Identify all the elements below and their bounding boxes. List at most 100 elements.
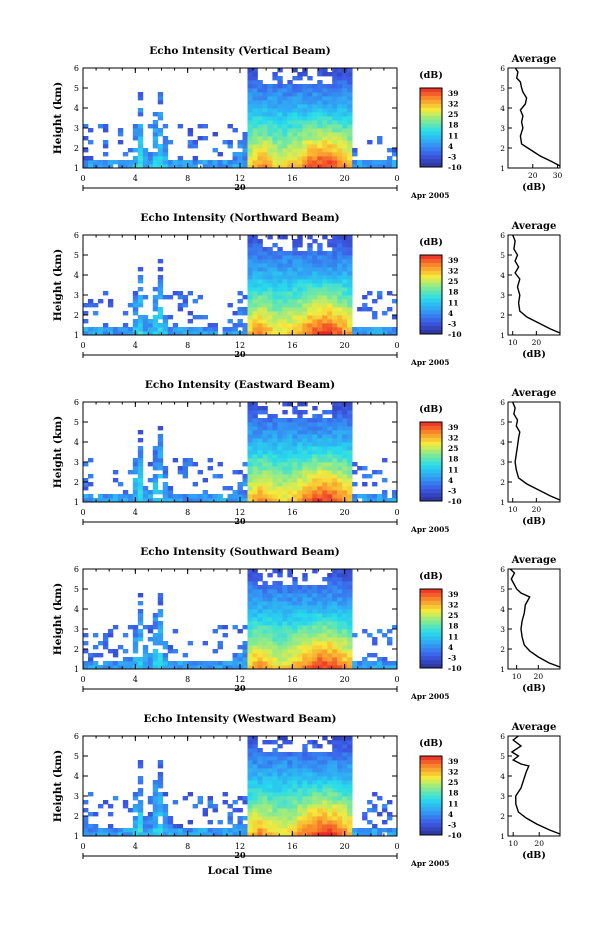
heatmap-cell [272,128,278,133]
heatmap-cell [282,808,288,813]
heatmap-cell [337,307,343,312]
heatmap-cell [277,462,283,467]
heatmap-cell [337,331,343,336]
heatmap-cell [87,828,94,833]
heatmap-cell [327,104,333,109]
heatmap-cell [372,498,378,503]
heatmap-cell [147,661,154,666]
heatmap-cell [312,303,318,308]
heatmap-cell [282,482,288,487]
heatmap-cell [252,466,258,471]
heatmap-cell [267,299,273,304]
heatmap-cell [97,804,104,809]
heatmap-cell [207,800,213,805]
heatmap-cell [292,597,298,602]
heatmap-cell [257,311,263,316]
heatmap-cell [83,800,89,805]
heatmap-cell [272,434,278,439]
heatmap-cell [317,597,323,602]
heatmap-cell [317,788,323,793]
heatmap-cell [317,768,323,773]
heatmap-cell [327,112,333,117]
heatmap-cell [157,462,164,467]
colorbar-band [420,831,442,836]
heatmap-cell [257,96,263,101]
heatmap-cell [247,768,253,773]
heatmap-cell [292,585,298,590]
heatmap-cell [332,828,338,833]
average-x-tick-label: 30 [553,171,563,180]
heatmap-cell [302,597,308,602]
heatmap-cell [172,800,179,805]
heatmap-cell [292,641,298,646]
heatmap-cell [312,569,318,574]
heatmap-cell [282,152,288,157]
heatmap-cell [312,430,318,435]
heatmap-cell [237,319,243,324]
heatmap-cell [252,613,258,618]
heatmap-cell [332,585,338,590]
heatmap-cell [272,800,278,805]
heatmap-cell [242,462,248,467]
heatmap-cell [247,788,253,793]
heatmap-cell [287,311,293,316]
heatmap-cell [257,808,263,813]
heatmap-cell [157,156,164,161]
heatmap-cell [147,319,154,324]
heatmap-cell [332,315,338,320]
heatmap-cell [162,160,169,165]
heatmap-cell [347,255,353,260]
heatmap-cell [312,148,318,153]
average-y-tick-label: 6 [500,565,505,574]
heatmap-cell [137,331,144,336]
heatmap-cell [307,267,313,272]
heatmap-cell [297,760,303,765]
heatmap-cell [337,796,343,801]
heatmap-cell [292,581,298,586]
heatmap-cell [172,327,179,332]
heatmap-cell [242,649,248,654]
heatmap-cell [272,311,278,316]
y-axis-label: Height (km) [52,249,64,321]
heatmap-cell [322,462,328,467]
colorbar-band [420,318,442,323]
heatmap-cell [342,251,348,256]
heatmap-cell [307,828,313,833]
heatmap-cell [317,319,323,324]
colorbar-band [420,497,442,502]
heatmap-cell [307,625,313,630]
heatmap-cell [252,458,258,463]
heatmap-cell [262,816,268,821]
heatmap-cell [302,462,308,467]
heatmap-cell [197,494,204,499]
heatmap-cell [262,299,268,304]
heatmap-cell [267,621,273,626]
heatmap-cell [277,824,283,829]
heatmap-cell [307,164,313,169]
heatmap-cell [242,152,248,157]
heatmap-cell [262,820,268,825]
heatmap-cell [247,593,253,598]
heatmap-cell [242,478,248,483]
heatmap-cell [277,649,283,654]
heatmap-cell [202,164,208,169]
heatmap-cell [262,609,268,614]
heatmap-cell [257,768,263,773]
heatmap-cell [267,160,273,165]
heatmap-cell [352,482,358,487]
heatmap-cell [252,80,258,85]
heatmap-cell [83,828,89,833]
heatmap-cell [142,327,149,332]
heatmap-cell [322,653,328,658]
heatmap-cell [357,661,363,666]
x-tick-label: 20 [340,508,350,517]
heatmap-cell [352,331,358,336]
heatmap-cell [332,283,338,288]
heatmap-cell [367,653,373,658]
heatmap-cell [322,438,328,443]
heatmap-cell [277,784,283,789]
average-x-tick-label: 20 [532,338,542,347]
heatmap-cell [337,446,343,451]
heatmap-cell [327,573,333,578]
heatmap-cell [297,788,303,793]
